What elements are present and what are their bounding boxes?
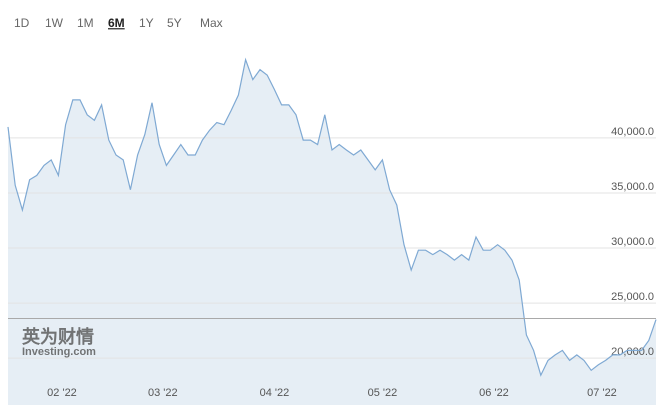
range-button[interactable]: 5Y — [167, 16, 182, 30]
y-tick-label: 30,000.0 — [611, 236, 654, 248]
range-button[interactable]: 1D — [14, 16, 30, 30]
range-button[interactable]: 1W — [45, 16, 64, 30]
x-tick-label: 05 '22 — [368, 387, 398, 399]
range-button[interactable]: Max — [200, 16, 223, 30]
watermark-brand: 英为财情 — [21, 326, 94, 347]
x-tick-label: 02 '22 — [47, 387, 77, 399]
x-tick-label: 04 '22 — [260, 387, 290, 399]
range-button[interactable]: 1M — [77, 16, 94, 30]
y-tick-label: 20,000.0 — [611, 346, 654, 358]
price-line — [7, 57, 657, 377]
watermark-site: Investing.com — [22, 346, 96, 358]
x-tick-label: 07 '22 — [587, 387, 617, 399]
x-tick-label: 06 '22 — [479, 387, 509, 399]
range-button[interactable]: 1Y — [139, 16, 154, 30]
range-button[interactable]: 6M — [108, 16, 125, 30]
y-tick-label: 40,000.0 — [611, 126, 654, 138]
y-tick-label: 25,000.0 — [611, 291, 654, 303]
x-tick-label: 03 '22 — [148, 387, 178, 399]
y-tick-label: 35,000.0 — [611, 181, 654, 193]
